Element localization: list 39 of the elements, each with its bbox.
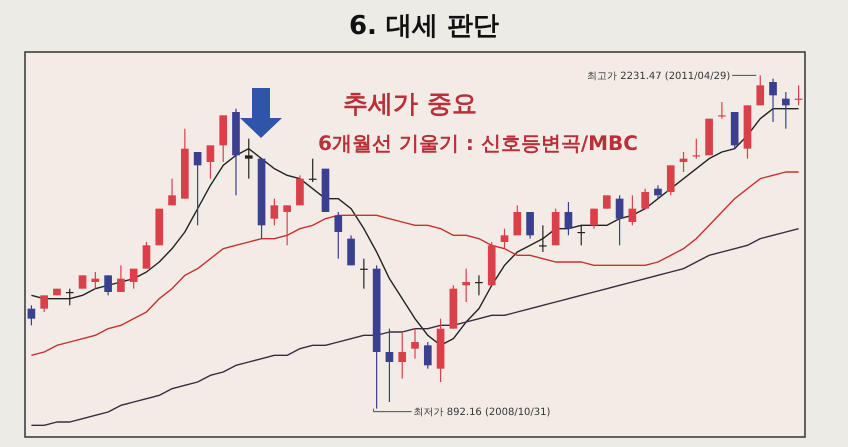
candlestick [398, 331, 406, 380]
candlestick [616, 194, 624, 246]
annotation: 최저가 892.16 (2008/10/31) [414, 407, 551, 418]
candlestick [28, 304, 36, 326]
candlestick [194, 151, 202, 226]
candlestick [462, 268, 470, 303]
candlestick [206, 144, 214, 180]
candlestick [104, 274, 112, 296]
candlestick [411, 328, 419, 360]
candlestick [782, 91, 790, 130]
candlestick [424, 341, 432, 370]
candlestick [40, 294, 48, 313]
candlestick [308, 158, 317, 183]
candlestick [513, 204, 522, 236]
candlestick [794, 84, 802, 106]
candlestick [386, 328, 394, 403]
candlestick [680, 151, 688, 173]
annotation: 최고가 2231.47 (2011/04/29) [587, 70, 730, 82]
candlestick [130, 268, 138, 290]
chart-title: 6. 대세 판단 [348, 11, 500, 41]
candlestick [654, 184, 662, 200]
candlestick [526, 211, 534, 240]
annotation: 추세가 중요 [343, 89, 477, 118]
candlestick [500, 228, 508, 250]
candlestick [641, 188, 649, 210]
candlestick [334, 211, 342, 260]
candlestick [756, 74, 764, 106]
candlestick [769, 78, 777, 123]
candlestick [628, 194, 636, 226]
candlestick [590, 208, 598, 230]
candlestick [270, 198, 278, 226]
annotation: 6개월선 기울기 : 신호등변곡/MBC [318, 131, 638, 155]
candlestick [117, 264, 125, 293]
candlestick [360, 258, 368, 290]
candlestick [91, 271, 100, 290]
candlestick [142, 241, 150, 270]
candlestick [283, 204, 291, 246]
candlestick [168, 178, 176, 206]
candlestick [564, 201, 572, 236]
